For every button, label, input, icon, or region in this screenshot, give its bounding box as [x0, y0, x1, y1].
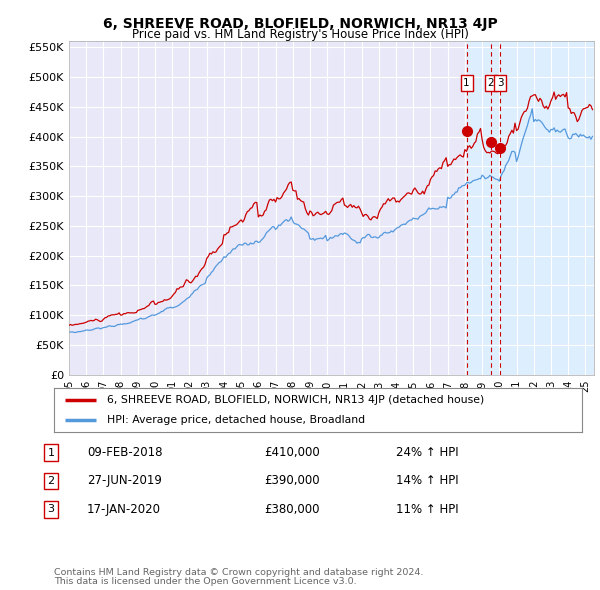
Text: 6, SHREEVE ROAD, BLOFIELD, NORWICH, NR13 4JP: 6, SHREEVE ROAD, BLOFIELD, NORWICH, NR13… [103, 17, 497, 31]
Text: Contains HM Land Registry data © Crown copyright and database right 2024.: Contains HM Land Registry data © Crown c… [54, 568, 424, 577]
Text: 1: 1 [47, 448, 55, 457]
Text: 24% ↑ HPI: 24% ↑ HPI [396, 446, 458, 459]
Text: 3: 3 [47, 504, 55, 514]
Text: 11% ↑ HPI: 11% ↑ HPI [396, 503, 458, 516]
Text: 27-JUN-2019: 27-JUN-2019 [87, 474, 162, 487]
Text: Price paid vs. HM Land Registry's House Price Index (HPI): Price paid vs. HM Land Registry's House … [131, 28, 469, 41]
Text: 09-FEB-2018: 09-FEB-2018 [87, 446, 163, 459]
Text: 14% ↑ HPI: 14% ↑ HPI [396, 474, 458, 487]
Text: 3: 3 [497, 78, 503, 88]
Bar [467, 41, 594, 375]
Text: £380,000: £380,000 [264, 503, 320, 516]
Text: This data is licensed under the Open Government Licence v3.0.: This data is licensed under the Open Gov… [54, 578, 356, 586]
Text: £390,000: £390,000 [264, 474, 320, 487]
Text: £410,000: £410,000 [264, 446, 320, 459]
Text: 6, SHREEVE ROAD, BLOFIELD, NORWICH, NR13 4JP (detached house): 6, SHREEVE ROAD, BLOFIELD, NORWICH, NR13… [107, 395, 484, 405]
Text: HPI: Average price, detached house, Broadland: HPI: Average price, detached house, Broa… [107, 415, 365, 425]
Text: 2: 2 [487, 78, 494, 88]
Text: 1: 1 [463, 78, 470, 88]
Text: 2: 2 [47, 476, 55, 486]
Text: 17-JAN-2020: 17-JAN-2020 [87, 503, 161, 516]
